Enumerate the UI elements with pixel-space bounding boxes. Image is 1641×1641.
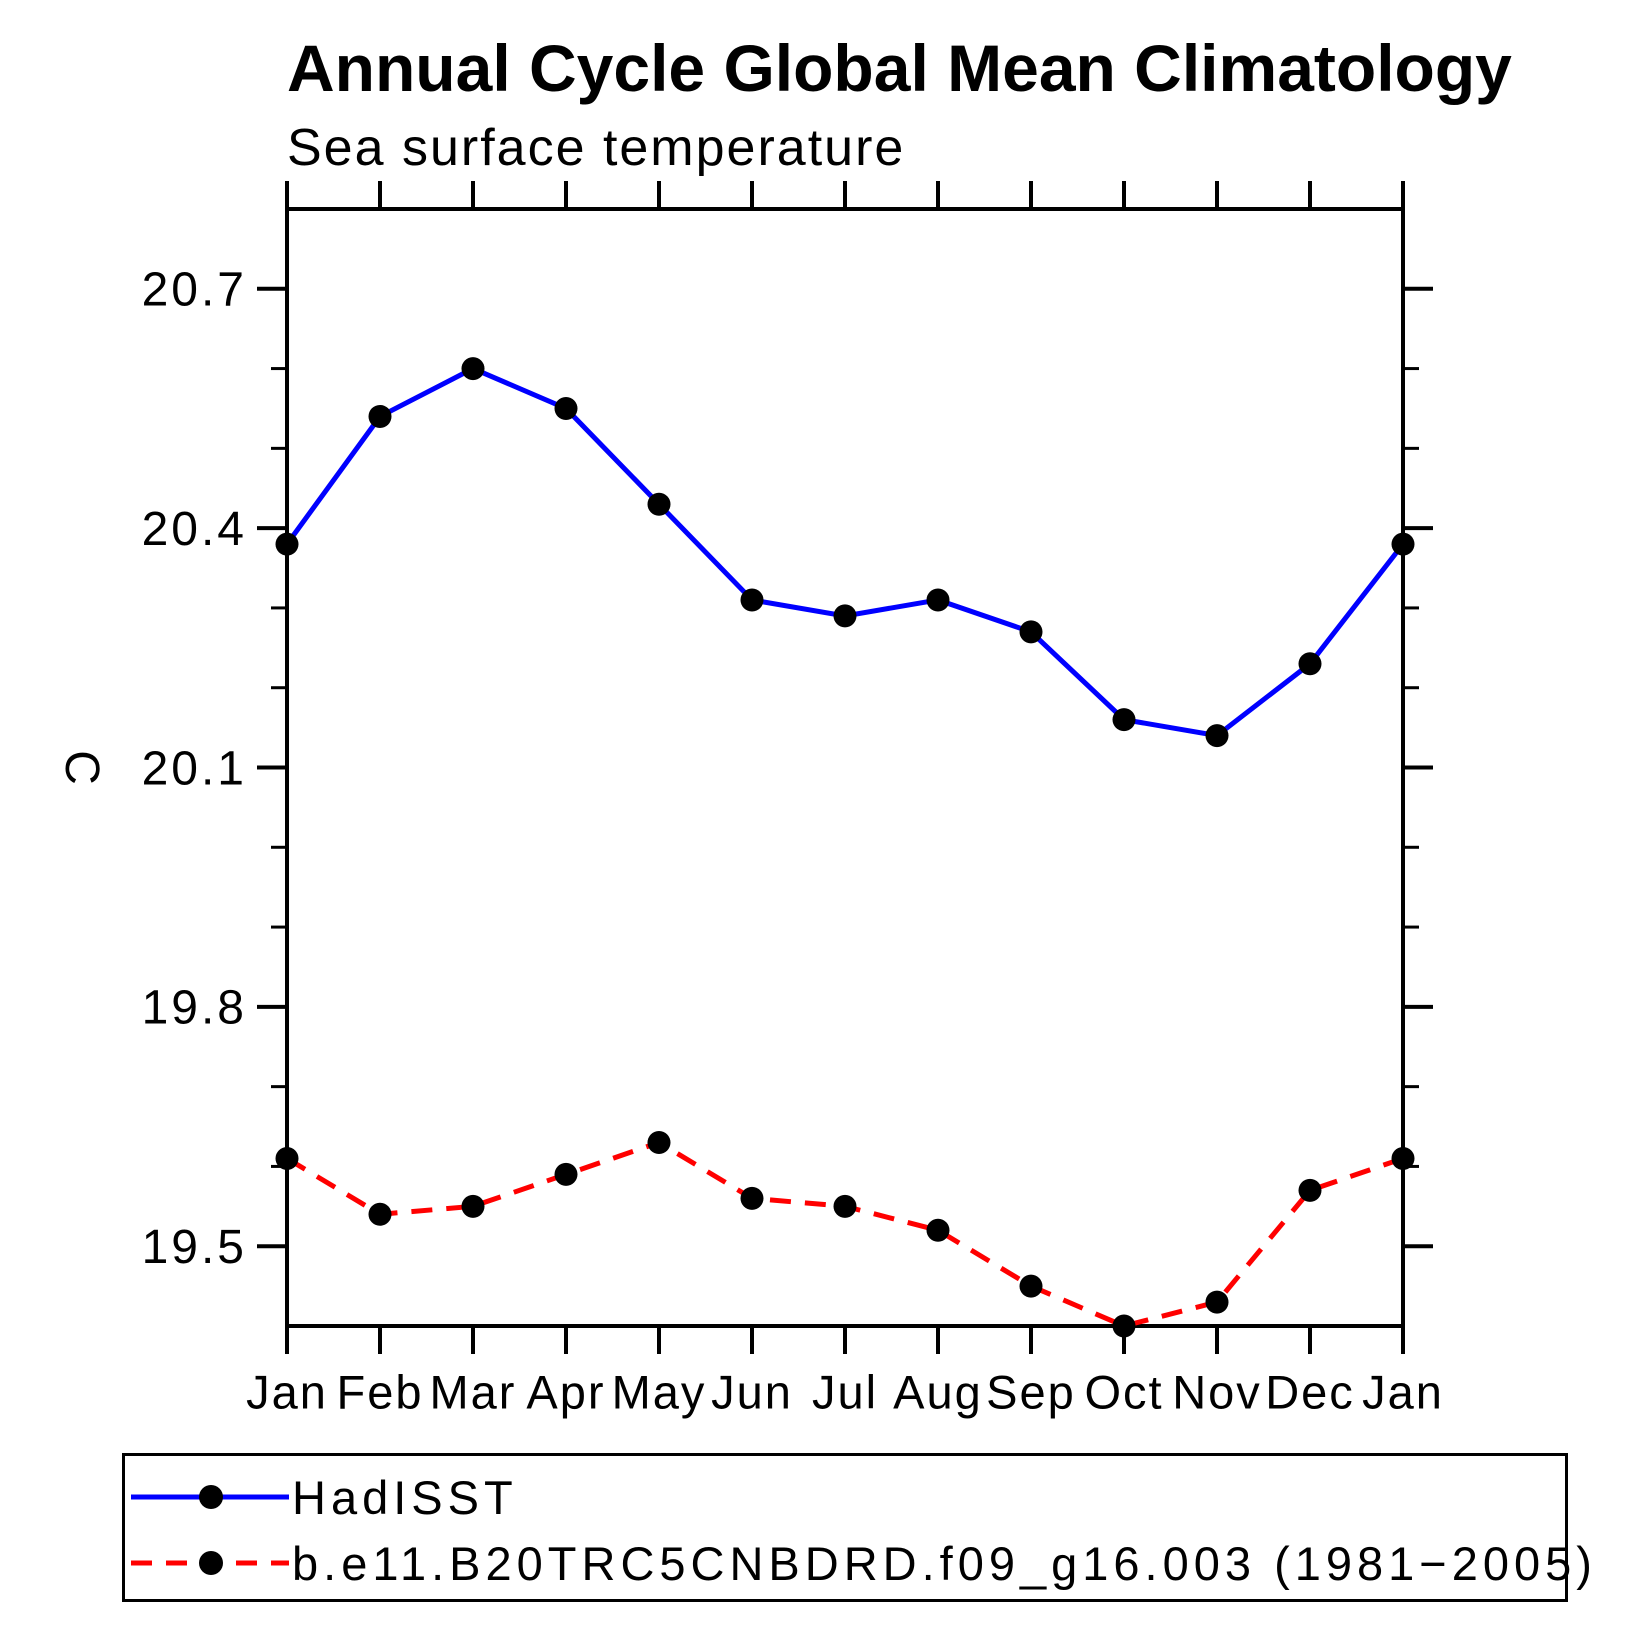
chart-subtitle: Sea surface temperature [287, 119, 906, 177]
series-0-marker [833, 604, 857, 628]
series-0-marker [926, 588, 950, 612]
x-tick-label: Oct [1084, 1365, 1163, 1418]
legend-label: HadISST [292, 1470, 518, 1524]
series-0-marker [368, 404, 392, 428]
x-tick-label: Sep [986, 1365, 1076, 1418]
legend-item-hadisst: HadISST [128, 1469, 518, 1525]
series-0-marker [1205, 724, 1229, 748]
series-1-marker [1019, 1274, 1043, 1298]
y-tick-label: 20.1 [142, 742, 247, 795]
x-tick-label: Jul [812, 1365, 878, 1418]
y-axis-label: C [54, 750, 108, 785]
y-tick-label: 19.8 [142, 982, 247, 1035]
series-0-marker [1391, 532, 1415, 556]
x-tick-label: Apr [526, 1365, 605, 1418]
series-0-marker [554, 396, 578, 420]
x-tick-label: Jun [711, 1365, 793, 1418]
series-0-marker [275, 532, 299, 556]
legend-sample-dashed-line [131, 1551, 289, 1575]
x-tick-label: Nov [1172, 1365, 1262, 1418]
chart-title: Annual Cycle Global Mean Climatology [287, 31, 1512, 105]
legend-marker-icon [199, 1551, 223, 1575]
series-1-marker [554, 1162, 578, 1186]
x-tick-label: Jan [1362, 1365, 1444, 1418]
legend-label: b.e11.B20TRC5CNBDRD.f09_g16.003 (1981−20… [292, 1536, 1597, 1590]
series-line-1 [285, 1139, 1404, 1329]
series-0-marker [1019, 620, 1043, 644]
series-1-marker [461, 1194, 485, 1218]
series-1-marker [1112, 1314, 1136, 1338]
legend-sample-solid-line [131, 1485, 289, 1509]
series-1-marker [647, 1130, 671, 1154]
legend-item-model: b.e11.B20TRC5CNBDRD.f09_g16.003 (1981−20… [128, 1535, 1597, 1591]
series-1-marker [926, 1218, 950, 1242]
x-tick-label: Dec [1265, 1365, 1355, 1418]
series-line-0 [284, 365, 1405, 739]
series-0-marker [1298, 652, 1322, 676]
x-tick-label: Jan [246, 1365, 328, 1418]
series-1-marker [1298, 1178, 1322, 1202]
legend-box: HadISST b.e11.B20TRC5CNBDRD.f09_g16.003 … [122, 1453, 1592, 1602]
series-0-marker [740, 588, 764, 612]
x-tick-label: Mar [430, 1365, 517, 1418]
x-tick-label: May [612, 1365, 707, 1418]
series-1-marker [368, 1202, 392, 1226]
legend-marker-icon [199, 1485, 223, 1509]
y-tick-label: 19.5 [142, 1221, 247, 1274]
series-0-marker [461, 357, 485, 381]
series-1-marker [275, 1146, 299, 1170]
series-1-marker [833, 1194, 857, 1218]
series-1-marker [1391, 1146, 1415, 1170]
y-tick-label: 20.4 [142, 503, 247, 556]
series-0-marker [647, 492, 671, 516]
series-0-marker [1112, 708, 1136, 732]
series-1-marker [1205, 1290, 1229, 1314]
y-tick-label: 20.7 [142, 264, 247, 317]
series-1-marker [740, 1186, 764, 1210]
x-tick-label: Aug [893, 1365, 983, 1418]
x-tick-label: Feb [337, 1365, 424, 1418]
